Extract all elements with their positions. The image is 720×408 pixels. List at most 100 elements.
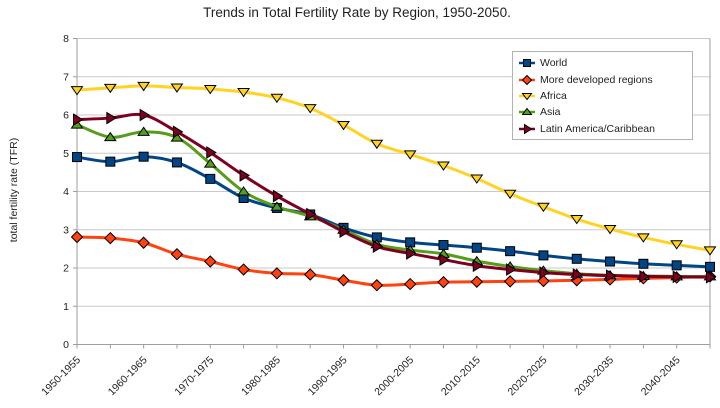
data-point-marker [239,169,251,182]
data-point-marker [437,161,450,171]
data-point-marker [304,268,317,281]
data-point-marker [470,174,484,184]
data-point-marker [523,59,531,68]
data-point-marker [672,270,684,284]
data-point-marker [270,93,284,104]
data-point-marker [470,275,483,288]
legend-label: Africa [540,89,567,102]
series-more-developed-regions [70,230,717,292]
data-point-marker [372,240,384,253]
data-point-marker [437,275,450,289]
y-tick-label: 8 [63,33,69,45]
data-point-marker [170,248,184,261]
legend-item-world: World [518,55,687,71]
data-point-marker [636,233,650,243]
data-point-marker [538,250,549,261]
data-point-marker [471,242,482,253]
data-point-marker [403,150,417,160]
data-point-marker [72,152,82,163]
y-tick-label: 6 [63,110,69,122]
y-tick-label: 0 [63,339,69,351]
data-point-marker [203,158,217,168]
x-tick-label: 1960-1965 [106,354,150,398]
data-point-marker [703,246,717,256]
x-tick-label: 2020-2025 [506,354,550,398]
legend-label: World [540,57,568,70]
x-tick-label: 2000-2005 [372,354,416,398]
data-point-marker [137,236,150,249]
data-point-marker [670,240,684,250]
data-point-marker [270,201,284,211]
data-point-marker [205,173,216,184]
data-point-marker [106,111,117,125]
y-tick-label: 7 [63,71,69,83]
series-asia [70,119,717,281]
x-tick-label: 1980-1985 [239,354,283,398]
legend-item-latin-america-caribbean: Latin America/Caribbean [518,121,687,137]
data-point-marker [137,126,151,136]
data-point-marker [137,81,151,92]
data-point-marker [237,88,251,98]
data-point-marker [537,274,550,288]
data-point-marker [139,108,151,122]
data-point-marker [337,120,350,131]
data-point-marker [521,74,533,85]
legend-label: More developed regions [540,73,653,86]
data-point-marker [438,240,449,251]
data-point-marker [272,189,284,203]
data-point-marker [406,247,417,260]
data-point-marker [105,156,116,167]
data-point-marker [671,260,682,271]
data-point-marker [73,113,84,126]
legend: World More developed regions Africa Asia… [512,51,693,140]
data-point-marker [571,253,582,264]
x-tick-label: 1970-1975 [172,354,216,398]
data-point-marker [639,270,650,283]
legend-marker-asia-icon [519,108,535,116]
data-point-marker [103,131,117,142]
data-point-marker [206,146,217,159]
data-point-marker [172,125,184,139]
x-tick-label: 2040-2045 [639,354,683,398]
x-tick-label: 2010-2015 [439,354,483,398]
data-point-marker [524,123,533,135]
legend-label: Asia [540,106,561,119]
data-point-marker [103,83,117,94]
legend-item-asia: Asia [518,104,687,120]
data-point-marker [570,215,584,225]
data-point-marker [606,269,617,283]
x-tick-label: 1950-1955 [39,354,83,398]
series-africa [70,81,717,256]
data-point-marker [536,202,550,213]
data-point-marker [203,84,217,95]
data-point-marker [306,207,317,221]
chart-title: Trends in Total Fertility Rate by Region… [203,5,511,20]
data-point-marker [572,268,584,281]
data-point-marker [505,246,516,257]
data-point-marker [370,279,384,292]
data-point-marker [138,151,149,162]
data-point-marker [339,225,350,239]
legend-marker-africa-icon [519,92,535,101]
data-point-marker [237,186,251,196]
data-point-marker [603,224,617,235]
series-latin-america-caribbean [73,108,717,284]
data-point-marker [303,104,317,114]
data-point-marker [506,263,517,276]
data-point-marker [705,261,715,272]
y-tick-label: 3 [63,224,69,236]
y-tick-label: 1 [63,301,69,313]
data-point-marker [472,259,484,273]
legend-marker-more-developed-icon [519,74,535,85]
data-point-marker [403,277,417,291]
data-point-marker [521,92,533,101]
y-tick-label: 2 [63,263,69,275]
data-point-marker [170,83,184,93]
data-point-marker [439,253,450,266]
data-point-marker [706,270,717,284]
x-tick-label: 2030-2035 [572,354,616,398]
y-tick-label: 4 [63,186,69,198]
data-point-marker [270,267,284,280]
